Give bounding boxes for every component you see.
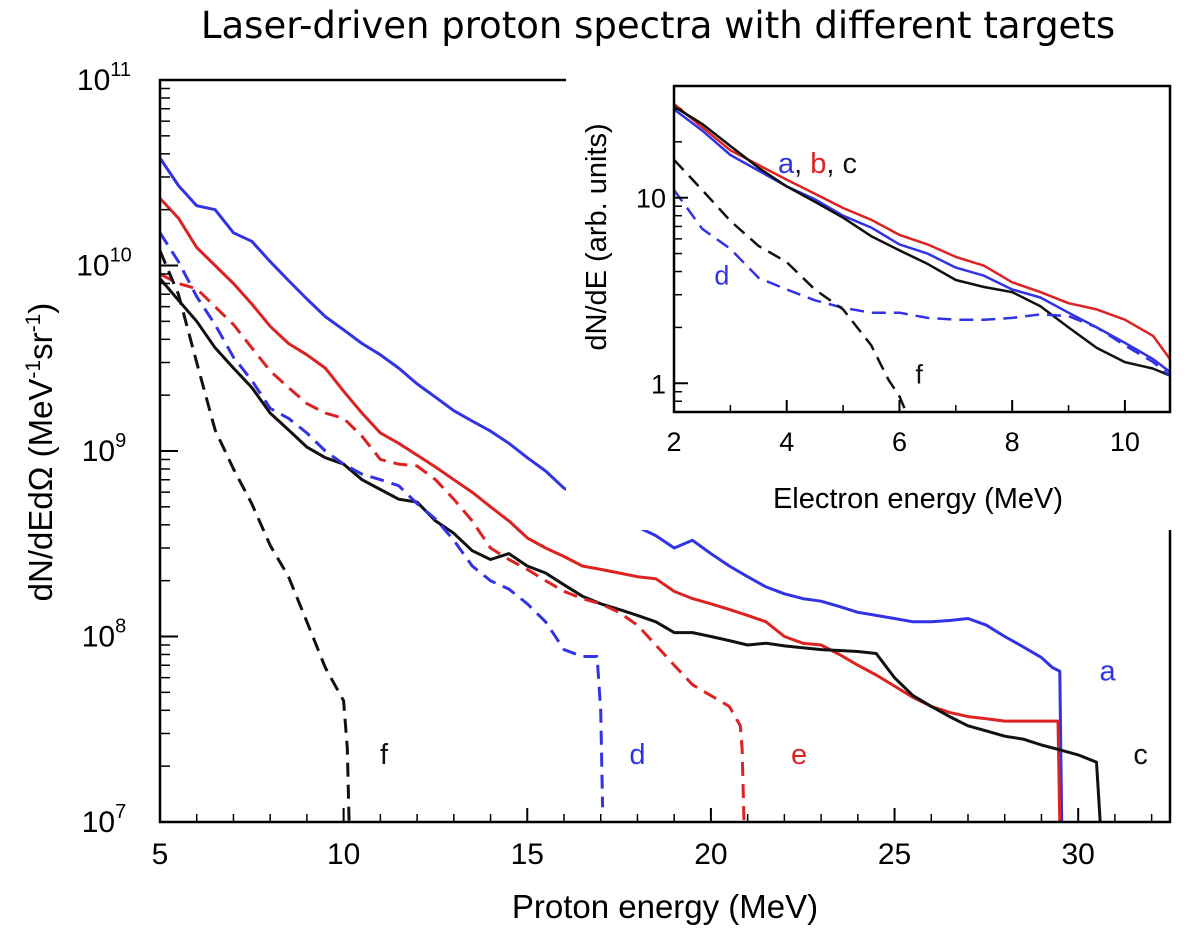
inset-legend-part: ,: [794, 148, 810, 180]
main-y-tick-label: 107: [82, 801, 127, 839]
inset-series-group: [672, 103, 1172, 411]
inset-y-axis-label: dN/dE (arb. units): [581, 123, 613, 350]
chart-title: Laser-driven proton spectra with differe…: [201, 4, 1115, 47]
main-x-tick-label: 25: [878, 838, 911, 871]
inset-x-tick-label: 4: [779, 427, 794, 457]
main-y-tick-label: 1010: [76, 245, 132, 283]
main-curve-label-d: d: [629, 739, 645, 771]
inset-series-b-line: [673, 103, 1172, 360]
inset-legend: a, b, c: [778, 148, 857, 180]
main-x-tick-label: 30: [1061, 838, 1094, 871]
inset-series-c-line: [673, 105, 1171, 377]
main-series-f-line: [158, 250, 351, 823]
main-y-label-exp1: -1: [22, 360, 45, 379]
main-y-tick-label: 1011: [77, 59, 131, 97]
main-curve-label-f: f: [380, 739, 389, 771]
main-x-axis-label: Proton energy (MeV): [512, 888, 818, 925]
main-curve-label-a: a: [1099, 655, 1116, 687]
main-x-tick-label: 20: [694, 838, 727, 871]
inset-series-d-line: [672, 189, 1171, 377]
inset-legend-part: b: [810, 148, 826, 180]
inset-x-tick-label: 8: [1005, 427, 1020, 457]
inset-legend-part: a: [778, 148, 795, 180]
main-series-d-line: [158, 231, 605, 808]
main-curve-label-c: c: [1133, 739, 1148, 771]
inset-x-axis-label: Electron energy (MeV): [773, 483, 1063, 515]
inset-x-tick-label: 6: [892, 427, 907, 457]
main-y-label-main: dN/dEdΩ (MeV: [22, 379, 59, 602]
main-y-axis-label: dN/dEdΩ (MeV-1sr-1): [22, 303, 59, 602]
inset-series-f-line: [673, 158, 907, 411]
main-y-tick-label: 109: [82, 430, 127, 468]
inset-x-tick-label: 10: [1110, 427, 1140, 457]
main-series-e-line: [159, 272, 746, 823]
main-y-label-mid: sr: [22, 332, 59, 360]
main-y-tick-label: 108: [82, 616, 127, 654]
inset-curve-label-d: d: [714, 261, 729, 291]
main-y-label-end: ): [22, 303, 59, 314]
inset-curve-label-f: f: [915, 359, 923, 389]
inset-curve-labels: df: [714, 261, 923, 390]
main-y-label-exp2: -1: [22, 314, 45, 333]
main-x-tick-label: 5: [152, 838, 169, 871]
main-curve-label-e: e: [791, 739, 807, 771]
main-series-c-line: [158, 277, 1102, 823]
inset-x-tick-label: 2: [666, 427, 681, 457]
main-x-tick-label: 10: [327, 838, 360, 871]
main-x-tick-label: 15: [511, 838, 544, 871]
inset-background: [566, 70, 1178, 530]
inset-y-tick-label: 10: [636, 184, 666, 214]
inset-plot-frame: [672, 84, 1172, 414]
inset-axis-ticks: 2 4 6 8 10 1 10: [636, 85, 1140, 457]
inset-y-tick-label: 1: [651, 369, 666, 399]
main-series-group: [158, 157, 1102, 823]
inset-legend-part: , c: [826, 148, 857, 180]
